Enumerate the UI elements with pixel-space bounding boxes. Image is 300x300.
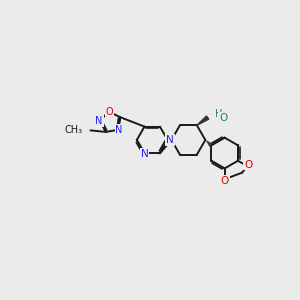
Text: N: N	[116, 125, 123, 135]
Polygon shape	[197, 116, 209, 125]
Text: O: O	[219, 112, 227, 123]
Text: O: O	[220, 176, 229, 186]
Text: CH₃: CH₃	[65, 125, 83, 135]
Text: N: N	[166, 135, 174, 145]
Text: O: O	[106, 106, 113, 117]
Text: N: N	[95, 116, 103, 126]
Text: O: O	[244, 160, 252, 170]
Text: H: H	[214, 109, 222, 119]
Text: N: N	[141, 149, 148, 159]
